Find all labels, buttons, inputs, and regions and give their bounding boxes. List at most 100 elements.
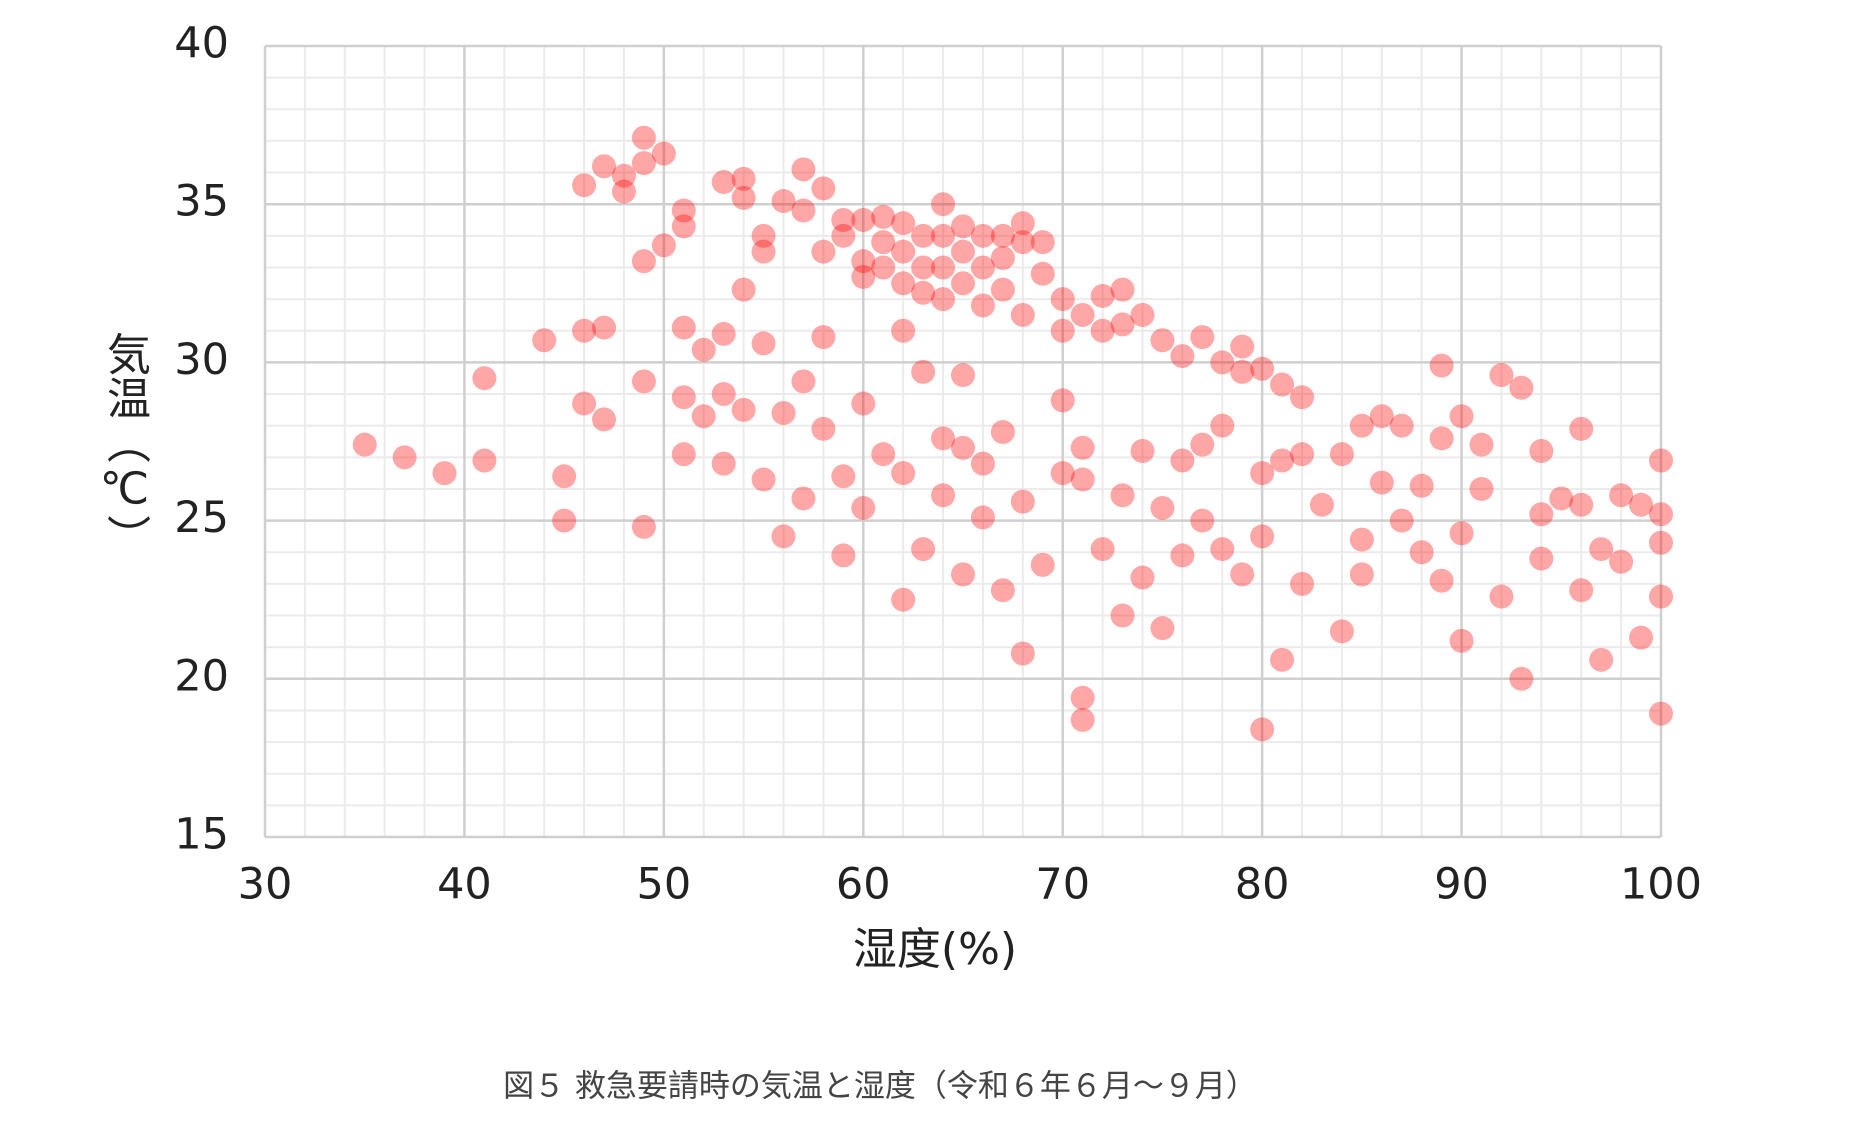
point [911, 359, 936, 384]
point [891, 271, 916, 296]
point [1529, 502, 1554, 527]
point [990, 245, 1015, 270]
point [931, 426, 956, 451]
point [791, 157, 816, 182]
point [1070, 435, 1095, 460]
point [1250, 717, 1275, 742]
point [711, 382, 736, 407]
point [951, 271, 975, 296]
point [352, 432, 377, 457]
point [1150, 616, 1175, 641]
point [911, 223, 936, 248]
point [1230, 359, 1255, 384]
point [891, 587, 916, 612]
point [472, 366, 497, 391]
point [1010, 641, 1035, 666]
point [1389, 413, 1414, 438]
y-tick-label: 20 [174, 651, 229, 701]
point [631, 369, 656, 394]
point [791, 369, 816, 394]
point [1230, 562, 1255, 587]
point [1649, 701, 1673, 726]
point [990, 277, 1015, 302]
y-tick-label: 40 [174, 19, 229, 69]
point [1230, 334, 1255, 359]
point [871, 442, 896, 467]
point [1110, 603, 1135, 628]
point [1170, 344, 1195, 369]
y-tick-label: 25 [174, 493, 229, 543]
point [891, 318, 916, 343]
point [671, 385, 696, 410]
x-tick-label: 60 [836, 860, 891, 910]
point [691, 404, 716, 429]
point [671, 214, 696, 239]
point [1349, 413, 1374, 438]
point [631, 125, 656, 150]
x-tick-label: 40 [437, 860, 492, 910]
point [1290, 385, 1315, 410]
point [1130, 302, 1155, 327]
point [1210, 350, 1235, 375]
point [951, 363, 975, 388]
x-tick-label: 30 [238, 860, 293, 910]
point [1469, 476, 1494, 501]
point [871, 204, 896, 229]
point [1270, 372, 1295, 397]
point [1529, 438, 1554, 463]
point [1070, 302, 1095, 327]
point [1010, 230, 1035, 255]
point [631, 249, 656, 274]
point [990, 223, 1015, 248]
point [1449, 628, 1474, 653]
point [990, 420, 1015, 445]
point [611, 163, 636, 188]
point [1130, 438, 1155, 463]
point [611, 179, 636, 204]
point [1489, 363, 1514, 388]
y-tick-label: 30 [174, 335, 229, 385]
point [831, 543, 856, 568]
point [1549, 486, 1574, 511]
point [1050, 287, 1075, 312]
point [1429, 568, 1454, 593]
point [1270, 647, 1295, 672]
point [1210, 413, 1235, 438]
point [1190, 508, 1215, 533]
point [1090, 283, 1115, 308]
point [1569, 492, 1594, 517]
x-tick-label: 50 [636, 860, 691, 910]
point [891, 211, 916, 236]
point [970, 505, 995, 530]
point [751, 467, 776, 492]
point [1389, 508, 1414, 533]
point [691, 337, 716, 362]
point [1130, 565, 1155, 590]
point [572, 318, 597, 343]
point [572, 391, 597, 416]
point [1190, 325, 1215, 350]
point [1609, 549, 1634, 574]
point [970, 223, 995, 248]
y-tick-label: 35 [174, 177, 229, 227]
point [1010, 211, 1035, 236]
point [811, 325, 836, 350]
point [931, 483, 956, 508]
point [1409, 540, 1434, 565]
point [731, 397, 756, 422]
point [1369, 470, 1394, 495]
point [651, 141, 676, 166]
point [771, 524, 796, 549]
point [911, 255, 936, 280]
point [572, 173, 597, 198]
point [472, 448, 497, 473]
point [1210, 537, 1235, 562]
point [831, 208, 856, 233]
point [1050, 461, 1075, 486]
point [771, 189, 796, 214]
point [1010, 489, 1035, 514]
point [851, 495, 876, 520]
point [711, 321, 736, 346]
point [432, 461, 457, 486]
